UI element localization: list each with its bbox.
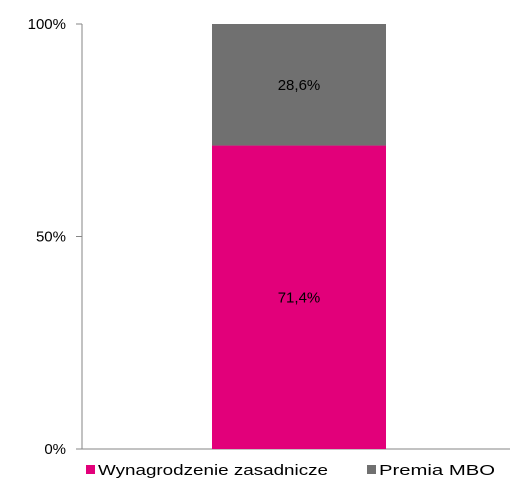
data-label-1: 28,6% [278,77,321,94]
bar-segment-0 [212,145,386,450]
data-label-0: 71,4% [278,289,321,306]
legend-label-premia: Premia MBO [379,462,495,479]
legend: Wynagrodzenie zasadnicze Premia MBO [86,462,495,479]
bar-segment-1 [212,24,386,146]
legend-swatch-premia [367,465,376,474]
data-labels: 71,4% 28,6% [278,77,321,306]
legend-swatch-wynagrodzenie [86,465,95,474]
y-ticks: 0% 50% 100% [28,16,82,458]
y-tick-label-1: 50% [36,229,66,246]
legend-label-wynagrodzenie: Wynagrodzenie zasadnicze [98,462,328,479]
bar-segments [212,24,386,450]
y-tick-label-0: 0% [44,441,66,458]
y-tick-label-2: 100% [28,16,66,33]
